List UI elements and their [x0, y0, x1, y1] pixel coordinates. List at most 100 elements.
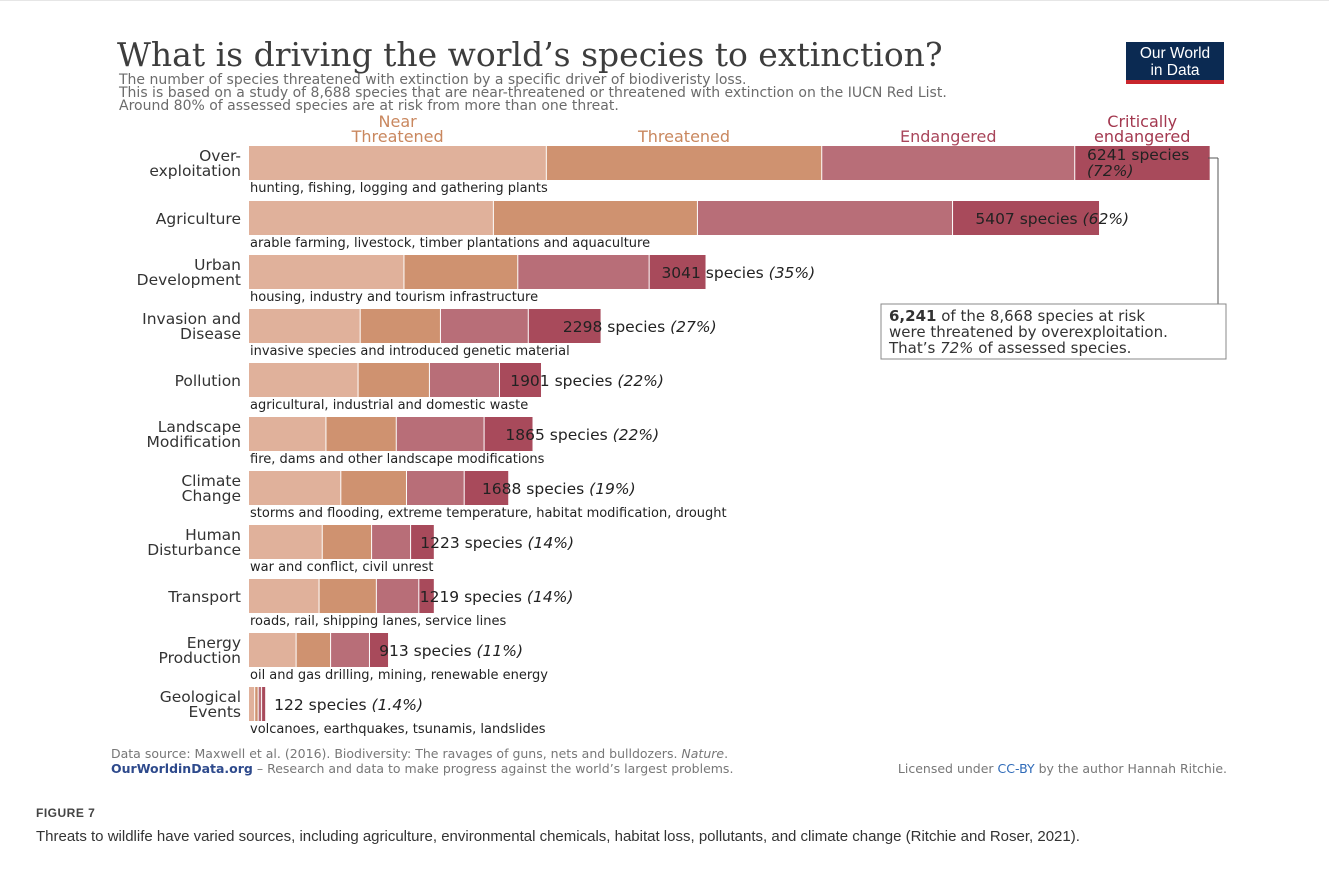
bar-segment — [464, 471, 509, 505]
bar-segment — [249, 309, 361, 343]
bar-segment — [493, 201, 698, 235]
bar-segment — [249, 417, 326, 451]
extinction-drivers-chart: What is driving the world’s species to e… — [111, 35, 1227, 776]
category-label: Development — [137, 271, 241, 289]
bar-segment — [358, 363, 430, 397]
category-label: Disease — [180, 325, 241, 343]
bar-segment — [249, 579, 320, 613]
license-link[interactable]: CC-BY — [998, 761, 1035, 776]
chart-title: What is driving the world’s species to e… — [117, 35, 943, 74]
bar-segment — [376, 579, 419, 613]
chart-subtitle-line: This is based on a study of 8,688 specie… — [118, 85, 947, 101]
legend-label: Critically — [1107, 112, 1177, 131]
bar-segment — [429, 363, 500, 397]
value-percent: (14%) — [527, 534, 574, 552]
bar-segment — [369, 633, 389, 667]
bar-description: volcanoes, earthquakes, tsunamis, landsl… — [250, 722, 546, 737]
value-label: 2298 species (27%) — [563, 318, 717, 336]
value-label: 1901 species (22%) — [510, 372, 664, 390]
annotation-text: of the 8,668 species at risk — [936, 307, 1145, 325]
value-percent: (35%) — [769, 264, 816, 282]
bar-description: war and conflict, civil unrest — [250, 560, 434, 575]
annotation-emphasis: 72% — [940, 339, 973, 357]
logo-line-2: in Data — [1150, 62, 1200, 79]
category-label: Agriculture — [156, 210, 241, 228]
bar-segment — [371, 525, 411, 559]
bar-segment — [249, 633, 297, 667]
value-percent: (27%) — [670, 318, 717, 336]
category-label: Modification — [147, 433, 241, 451]
bar-segment — [249, 687, 255, 721]
category-label: Human — [185, 526, 241, 544]
value-percent: (62%) — [1083, 210, 1130, 228]
legend-label: Endangered — [900, 127, 997, 146]
bar-description: housing, industry and tourism infrastruc… — [250, 290, 538, 305]
annotation-text: of assessed species. — [973, 339, 1131, 357]
owid-site-link[interactable]: OurWorldinData.org — [111, 761, 253, 776]
value-percent: (14%) — [527, 588, 574, 606]
bar-segment — [340, 471, 407, 505]
value-label: 1219 species (14%) — [420, 588, 574, 606]
bar-description: oil and gas drilling, mining, renewable … — [250, 668, 548, 683]
bar-segment — [296, 633, 331, 667]
category-label: Events — [189, 703, 241, 721]
logo-line-1: Our World — [1139, 45, 1211, 62]
owid-logo[interactable]: Our World in Data — [1126, 42, 1224, 84]
value-label: 1865 species (22%) — [505, 426, 659, 444]
bar-description: storms and flooding, extreme temperature… — [250, 506, 727, 521]
footer-tagline: – Research and data to make progress aga… — [253, 761, 734, 776]
bar-segment — [406, 471, 465, 505]
bar-segment — [546, 146, 822, 180]
figure-caption: Threats to wildlife have varied sources,… — [36, 828, 1080, 845]
bar-segment — [418, 579, 434, 613]
bar-description: hunting, fishing, logging and gathering … — [250, 181, 548, 196]
value-percent: (11%) — [476, 642, 523, 660]
bar-segment — [952, 201, 1100, 235]
bar-segment — [396, 417, 485, 451]
bar-description: agricultural, industrial and domestic wa… — [250, 398, 528, 413]
bar-segment — [261, 687, 266, 721]
chart-subtitle-line: The number of species threatened with ex… — [118, 72, 746, 88]
bar-description: fire, dams and other landscape modificat… — [250, 452, 545, 467]
license-text: by the author Hannah Ritchie. — [1035, 761, 1227, 776]
chart-subtitle-line: Around 80% of assessed species are at ri… — [119, 98, 619, 114]
bar-segment — [517, 255, 650, 289]
annotation-bold: 6,241 — [889, 307, 936, 325]
bar-segment — [249, 201, 494, 235]
footer-left: OurWorldinData.org – Research and data t… — [111, 761, 733, 776]
value-percent: (72%) — [1087, 162, 1134, 180]
category-label: Climate — [181, 472, 241, 490]
value-label: 6241 species — [1087, 146, 1189, 164]
bar-segment — [484, 417, 533, 451]
source-text: . — [724, 746, 728, 761]
annotation-box — [880, 303, 1227, 360]
bar-segment — [821, 146, 1075, 180]
category-label: Pollution — [175, 372, 241, 390]
category-label: Invasion and — [142, 310, 241, 328]
bar-segment — [249, 525, 323, 559]
bar-segment — [249, 471, 341, 505]
bar-segment — [254, 687, 259, 721]
bar-segment — [403, 255, 518, 289]
footer-license: Licensed under CC-BY by the author Hanna… — [898, 761, 1227, 776]
bar-description: invasive species and introduced genetic … — [250, 344, 570, 359]
annotation-line-2: were threatened by overexploitation. — [889, 323, 1168, 341]
annotation-line-3: That’s 72% of assessed species. — [888, 339, 1131, 357]
bar-segment — [249, 255, 404, 289]
value-percent: (1.4%) — [372, 696, 423, 714]
bar-segment — [330, 633, 370, 667]
bar-description: arable farming, livestock, timber planta… — [250, 236, 650, 251]
category-label: Urban — [194, 256, 241, 274]
value-label: 1688 species (19%) — [482, 480, 636, 498]
value-label: 122 species (1.4%) — [274, 696, 423, 714]
bar-segment — [322, 525, 372, 559]
source-journal: Nature — [681, 746, 724, 761]
value-percent: (19%) — [589, 480, 636, 498]
bar-segment — [649, 255, 706, 289]
value-label: 913 species (11%) — [379, 642, 523, 660]
bar-segment — [249, 363, 359, 397]
category-label: Transport — [167, 588, 241, 606]
bar-segment — [528, 309, 601, 343]
bar-segment — [697, 201, 953, 235]
